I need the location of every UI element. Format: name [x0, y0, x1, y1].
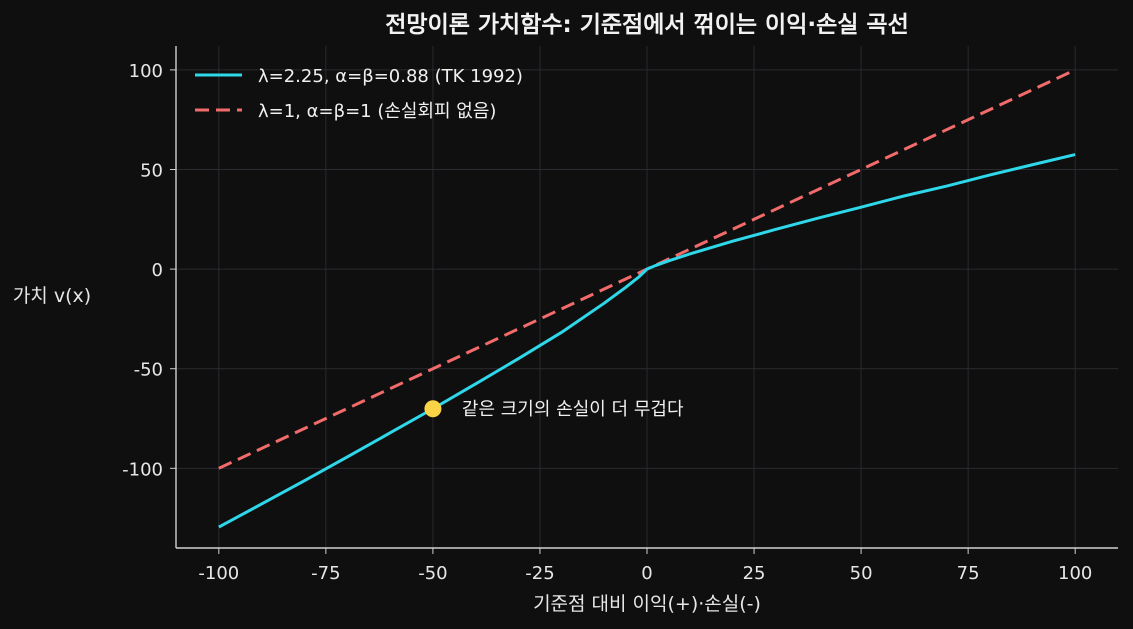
y-tick-label: 100	[129, 61, 163, 82]
y-axis-label: 가치 v(x)	[13, 285, 91, 307]
annotation-text: 같은 크기의 손실이 더 무겁다	[462, 399, 684, 420]
legend-label: λ=1, α=β=1 (손실회피 없음)	[258, 101, 496, 122]
y-tick-label: 0	[152, 260, 163, 281]
chart-title: 전망이론 가치함수: 기준점에서 꺾이는 이익·손실 곡선	[385, 12, 909, 38]
x-tick-label: 75	[957, 563, 980, 584]
x-tick-label: 25	[743, 563, 766, 584]
annotation-layer: 같은 크기의 손실이 더 무겁다	[424, 399, 684, 420]
x-tick-label: 0	[641, 563, 652, 584]
y-tick-label: 50	[140, 161, 163, 182]
tick-labels: -100 -75 -50 -25 0 25 50 75 100 -100 -50 0 50 100	[122, 61, 1092, 584]
x-tick-label: 100	[1058, 563, 1092, 584]
series-layer	[218, 68, 1076, 529]
grid-lines	[176, 46, 1118, 548]
x-tick-label: -100	[198, 563, 239, 584]
legend: λ=2.25, α=β=0.88 (TK 1992) λ=1, α=β=1 (손실…	[195, 66, 523, 122]
annotation-marker	[424, 400, 442, 418]
series-line-tk1992	[218, 153, 1076, 529]
x-tick-label: 50	[850, 563, 873, 584]
axes	[170, 46, 1118, 554]
x-tick-label: -25	[525, 563, 554, 584]
legend-label: λ=2.25, α=β=0.88 (TK 1992)	[258, 66, 523, 87]
y-tick-label: -50	[134, 360, 163, 381]
x-tick-label: -50	[418, 563, 447, 584]
x-tick-label: -75	[311, 563, 340, 584]
y-tick-label: -100	[122, 459, 163, 480]
x-axis-label: 기준점 대비 이익(+)·손실(-)	[533, 593, 761, 615]
